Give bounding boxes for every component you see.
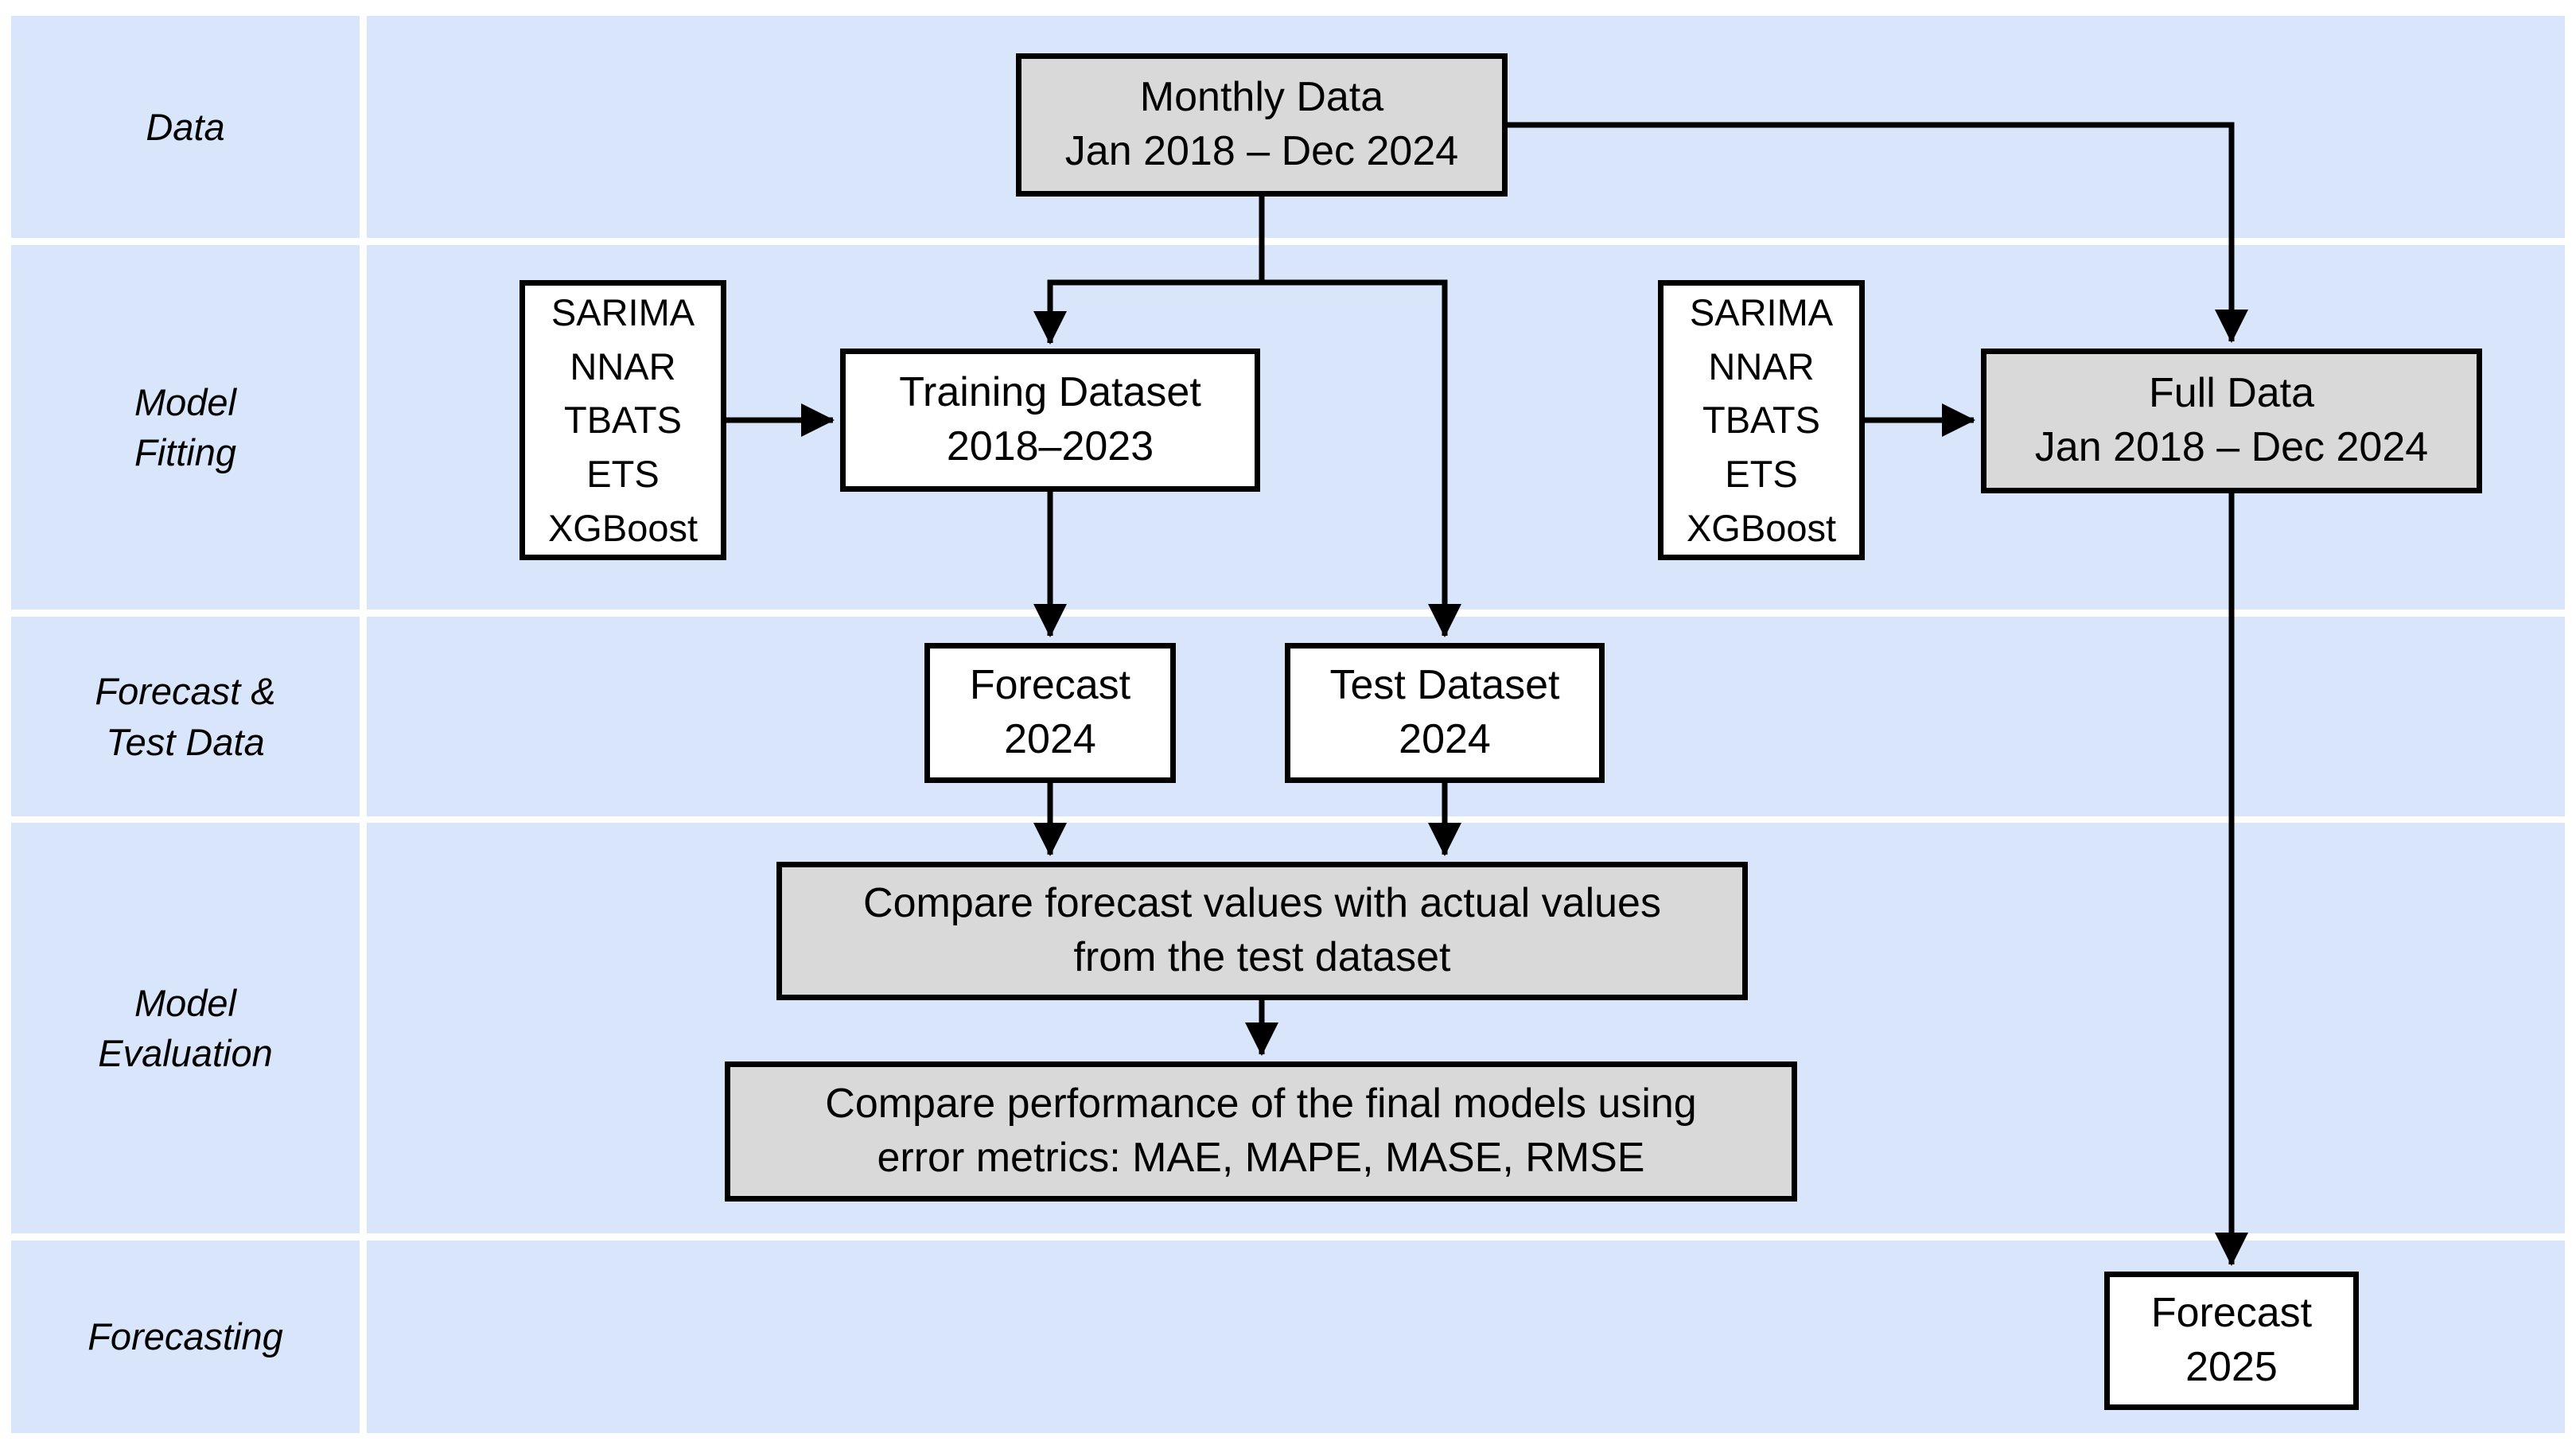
node-full-data: Full Data Jan 2018 – Dec 2024 <box>1981 349 2482 493</box>
node-models-list-right: SARIMA NNAR TBATS ETS XGBoost <box>1658 280 1865 560</box>
node-forecast-2024: Forecast 2024 <box>924 643 1176 783</box>
node-training-dataset: Training Dataset 2018–2023 <box>840 349 1260 492</box>
row-label-model-evaluation: Model Evaluation <box>98 981 273 1074</box>
node-compare-performance: Compare performance of the final models … <box>725 1061 1797 1202</box>
row-label-data: Data <box>146 105 225 148</box>
node-compare-values: Compare forecast values with actual valu… <box>776 862 1748 1000</box>
node-models-list-left: SARIMA NNAR TBATS ETS XGBoost <box>519 280 726 560</box>
node-test-dataset: Test Dataset 2024 <box>1285 643 1605 783</box>
node-monthly-data: Monthly Data Jan 2018 – Dec 2024 <box>1016 53 1508 197</box>
column-divider <box>360 16 367 1433</box>
row-label-forecasting: Forecasting <box>88 1315 283 1358</box>
row-label-model-fitting: Model Fitting <box>134 380 236 473</box>
row-label-forecast-test: Forecast & Test Data <box>95 670 276 763</box>
node-forecast-2025: Forecast 2025 <box>2104 1272 2359 1410</box>
